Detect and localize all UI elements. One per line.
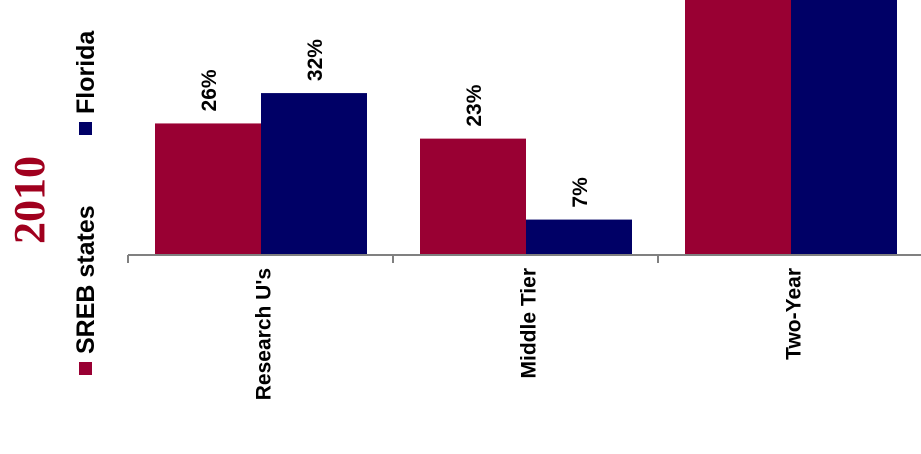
x-tick-label-two-year: Two-Year xyxy=(783,268,806,360)
legend-label-florida: Florida xyxy=(72,30,100,114)
legend-swatch-sreb xyxy=(79,362,92,375)
chart-year-title: 2010 xyxy=(5,156,54,244)
bars-group: 26% 32% 23% 7% xyxy=(155,0,897,255)
legend-swatch-florida xyxy=(79,122,92,135)
bar-florida-research-u-s xyxy=(261,93,367,255)
bar-florida-two-year xyxy=(791,0,897,255)
legend-label-sreb: SREB states xyxy=(72,205,100,354)
data-label-sreb-states-research-u-s: 26% xyxy=(198,69,221,111)
bar-florida-middle-tier xyxy=(526,219,632,255)
legend: SREB states Florida xyxy=(72,30,100,375)
x-axis: Research U's Middle Tier Two-Year xyxy=(127,254,921,400)
data-label-florida-research-u-s: 32% xyxy=(304,39,327,81)
bar-sreb-states-two-year xyxy=(685,0,791,255)
bar-sreb-states-middle-tier xyxy=(420,138,526,255)
bar-sreb-states-research-u-s xyxy=(155,123,261,255)
x-tick-label-middle-tier: Middle Tier xyxy=(518,268,541,378)
x-tick-label-research-u-s: Research U's xyxy=(253,268,276,400)
data-label-florida-middle-tier: 7% xyxy=(569,177,592,208)
data-label-sreb-states-middle-tier: 23% xyxy=(463,84,486,126)
